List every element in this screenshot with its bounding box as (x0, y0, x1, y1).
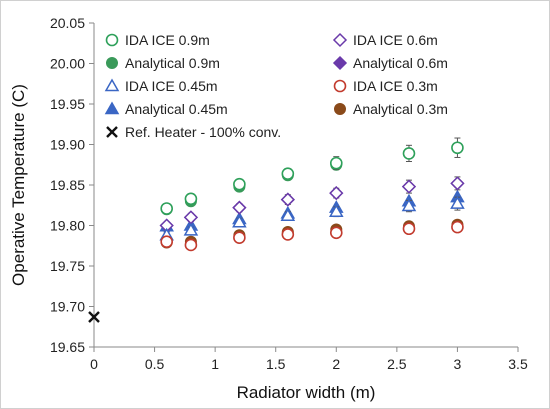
y-tick-label: 19.95 (50, 96, 85, 112)
data-point (450, 176, 465, 191)
y-tick-label: 19.70 (50, 299, 85, 315)
legend-marker (106, 126, 118, 138)
data-point (183, 222, 199, 236)
legend-label: Analytical 0.45m (125, 101, 228, 117)
data-point (280, 192, 295, 207)
legend-item-ida-ice-0-3m: IDA ICE 0.3m (333, 78, 438, 94)
data-point (329, 226, 343, 240)
legend-item-ida-ice-0-45m: IDA ICE 0.45m (104, 78, 218, 94)
legend-item-analytical-0-9m: Analytical 0.9m (106, 55, 220, 71)
x-tick-label: 1.5 (266, 356, 286, 372)
data-point (451, 220, 464, 234)
data-point (88, 311, 100, 323)
legend-item-analytical-0-45m: Analytical 0.45m (104, 101, 228, 117)
legend-marker (106, 57, 118, 69)
y-tick-label: 20.05 (50, 15, 85, 31)
x-marker-stroke (88, 311, 100, 323)
legend-item-analytical-0-6m: Analytical 0.6m (332, 55, 448, 71)
legend-label: Analytical 0.6m (353, 55, 448, 71)
series-ida-ice-0-3m (160, 220, 464, 252)
legend-marker (333, 79, 347, 93)
legend-label: Analytical 0.9m (125, 55, 220, 71)
legend-marker (104, 101, 120, 115)
legend-marker (334, 103, 346, 115)
legend-label: IDA ICE 0.45m (125, 78, 218, 94)
x-marker-stroke (106, 126, 118, 138)
data-point (450, 196, 465, 209)
y-tick-label: 19.90 (50, 137, 85, 153)
legend-label: IDA ICE 0.6m (353, 32, 438, 48)
x-tick-label: 3.5 (508, 356, 528, 372)
legend: IDA ICE 0.9m IDA ICE 0.6m Analytical 0.9m A… (104, 32, 448, 140)
legend-marker (105, 33, 119, 47)
axes: 0 0.5 1 1.5 2 2.5 3 3.5 19.65 19.70 19.75 19.80 19.8… (50, 15, 528, 372)
x-tick-label: 0 (90, 356, 98, 372)
legend-marker (332, 55, 348, 71)
data-point (160, 235, 173, 248)
y-tick-label: 19.80 (50, 218, 85, 234)
data-point (184, 192, 198, 206)
legend-marker (332, 32, 348, 48)
x-tick-label: 1 (211, 356, 219, 372)
data-point (329, 186, 344, 201)
data-point (280, 208, 296, 222)
data-point (233, 177, 246, 191)
data-point (402, 222, 416, 236)
series-markers (88, 137, 465, 323)
data-point (328, 204, 344, 217)
series-ida-ice-0-45m (159, 196, 465, 241)
y-tick-label: 20.00 (50, 56, 85, 72)
series-ida-ice-0-6m (159, 176, 465, 233)
data-point (281, 167, 295, 180)
x-tick-label: 2.5 (387, 356, 407, 372)
legend-marker (104, 78, 120, 92)
data-point (281, 228, 295, 241)
legend-item-ida-ice-0-6m: IDA ICE 0.6m (332, 32, 438, 48)
x-tick-label: 3 (454, 356, 462, 372)
data-point (233, 231, 246, 244)
data-point (184, 238, 198, 252)
data-point (232, 214, 247, 228)
legend-item-ref-heater-100-conv: Ref. Heater - 100% conv. (106, 124, 281, 140)
legend-label: IDA ICE 0.3m (353, 78, 438, 94)
series-ida-ice-0-9m (160, 137, 464, 215)
x-tick-label: 2 (332, 356, 340, 372)
data-point (451, 141, 464, 155)
x-axis-title: Radiator width (m) (237, 383, 376, 402)
y-tick-label: 19.75 (50, 258, 85, 274)
y-tick-label: 19.65 (50, 339, 85, 355)
x-tick-label: 0.5 (145, 356, 165, 372)
data-point (402, 147, 416, 160)
y-axis-title: Operative Temperature (C) (9, 84, 28, 286)
y-tick-label: 19.85 (50, 177, 85, 193)
legend-item-ida-ice-0-9m: IDA ICE 0.9m (105, 32, 210, 48)
data-point (232, 200, 247, 215)
data-point (401, 198, 417, 212)
legend-item-analytical-0-3m: Analytical 0.3m (334, 101, 448, 117)
legend-label: Analytical 0.3m (353, 101, 448, 117)
data-point (401, 179, 417, 194)
legend-label: IDA ICE 0.9m (125, 32, 210, 48)
data-point (329, 156, 343, 170)
series-ref-heater-100-conv (88, 311, 100, 323)
data-point (160, 202, 173, 215)
legend-label: Ref. Heater - 100% conv. (125, 124, 281, 140)
